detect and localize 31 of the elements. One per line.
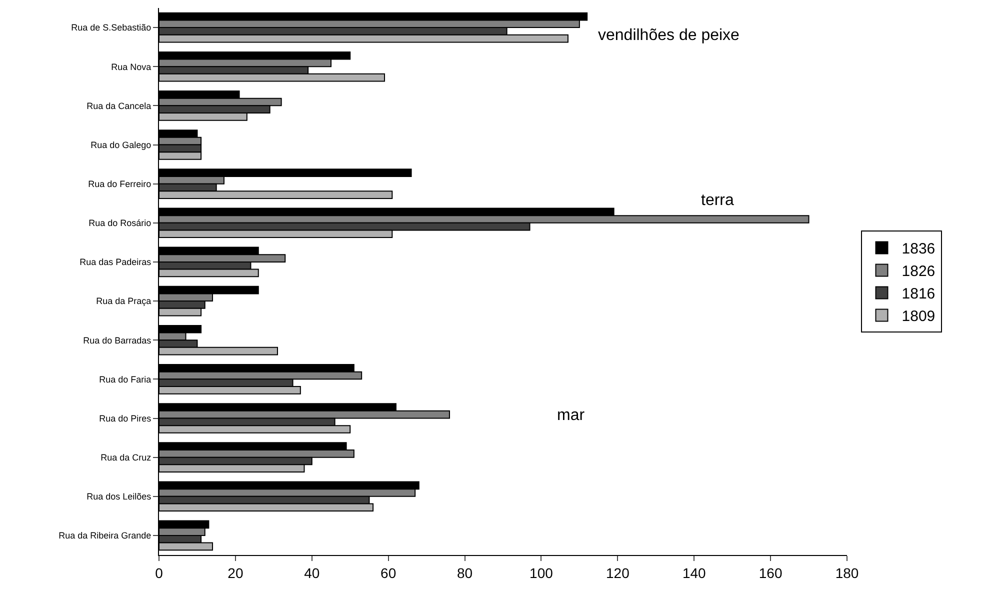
y-tick-label: Rua da Ribeira Grande [58, 530, 152, 541]
x-tick-label: 60 [380, 564, 396, 581]
x-tick-label: 160 [758, 564, 782, 581]
x-tick-label: 120 [606, 564, 630, 581]
y-tick-label: Rua dos Leilões [86, 492, 152, 502]
annotation: terra [701, 192, 734, 209]
x-tick-label: 20 [228, 564, 244, 581]
y-tick-label: Rua do Galego [90, 140, 152, 150]
legend-label: 1836 [902, 240, 936, 258]
y-tick-label: Rua das Padeiras [80, 257, 152, 268]
y-tick-label: Rua do Faria [99, 374, 152, 384]
legend-label: 1826 [902, 263, 936, 280]
x-tick-label: 100 [530, 564, 554, 581]
y-tick-label: Rua da Cruz [100, 452, 152, 462]
legend-label: 1809 [902, 308, 936, 326]
y-tick-label: Rua da Cancela [86, 100, 152, 111]
x-tick-label: 140 [682, 564, 706, 581]
annotation: mar [557, 407, 586, 424]
x-tick-label: 180 [835, 564, 859, 581]
y-tick-label: Rua de S.Sebastião [71, 22, 152, 33]
y-tick-label: Rua da Praça [96, 296, 152, 306]
y-tick-label: Rua do Ferreiro [88, 178, 152, 189]
y-tick-label: Rua do Barradas [83, 335, 152, 346]
x-tick-label: 40 [304, 564, 320, 581]
annotation: vendilhões de peixe [598, 27, 740, 44]
x-tick-label: 0 [155, 564, 164, 581]
y-tick-label: Rua do Pires [99, 413, 152, 424]
x-tick-label: 80 [456, 564, 473, 581]
y-tick-label: Rua Nova [111, 62, 152, 72]
y-tick-label: Rua do Rosário [88, 218, 152, 228]
legend-label: 1816 [902, 286, 936, 303]
